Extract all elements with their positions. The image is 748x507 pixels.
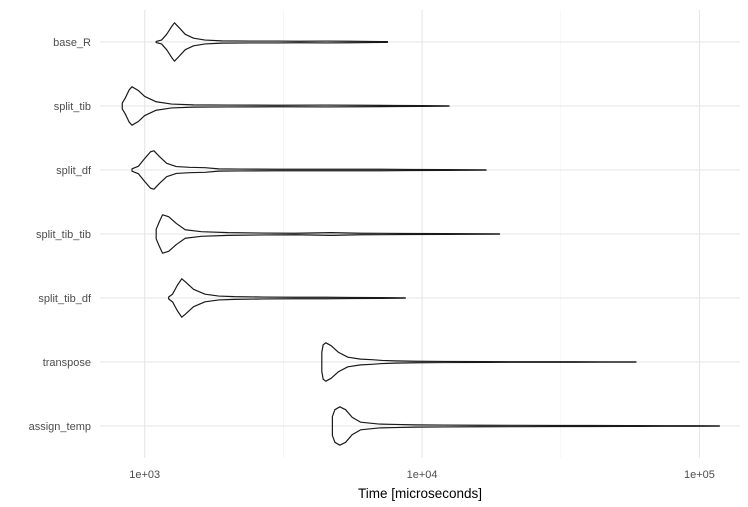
y-tick-label: transpose	[43, 357, 91, 369]
x-axis-tick-labels: 1e+03 1e+04 1e+05	[129, 469, 715, 481]
violin-split-tib-df	[168, 278, 406, 318]
y-tick-label: split_tib	[54, 101, 91, 113]
violin-split-tib-tib	[155, 214, 501, 254]
y-axis-tick-labels: base_R split_tib split_df split_tib_tibspli…	[29, 37, 92, 433]
x-tick-label: 1e+03	[129, 469, 160, 481]
y-tick-label: split_df	[56, 165, 92, 177]
x-tick-label: 1e+04	[407, 469, 438, 481]
violin-assign-temp	[331, 406, 721, 446]
violin-layer	[121, 22, 721, 446]
violin-transpose	[321, 342, 637, 382]
violin-split-tib	[121, 86, 450, 126]
violin-split-df	[131, 150, 487, 190]
x-axis-title: Time [microseconds]	[358, 486, 482, 501]
y-tick-label: assign_temp	[29, 421, 91, 433]
violin-base-R	[155, 22, 389, 62]
y-tick-label: split_tib_df	[38, 293, 92, 305]
y-tick-label: split_tib_tib	[36, 229, 91, 241]
x-tick-label: 1e+05	[684, 469, 715, 481]
y-tick-label: base_R	[53, 37, 91, 49]
